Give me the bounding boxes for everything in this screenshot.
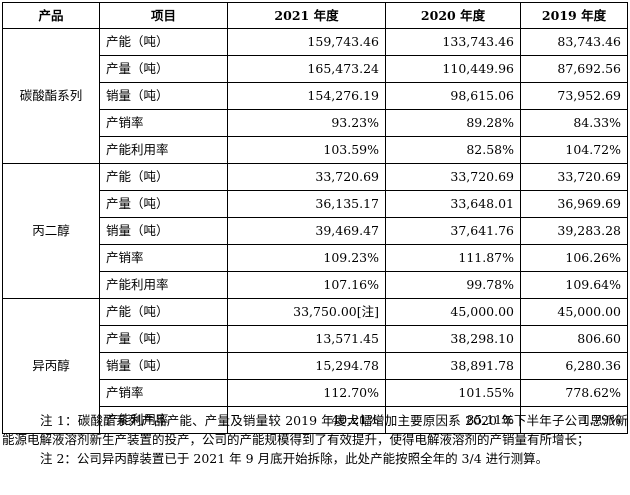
value-2021-cell: 33,750.00[注] — [227, 298, 386, 326]
value-2021-cell: 165,473.24 — [227, 55, 386, 83]
item-cell: 产销率 — [99, 379, 228, 407]
header-2021: 2021 年度 — [227, 2, 386, 29]
value-2020-cell: 37,641.76 — [385, 217, 521, 245]
table-row: 产销率 109.23% 111.87% 106.26% — [3, 244, 628, 272]
value-2019-cell: 104.72% — [520, 136, 628, 164]
item-cell: 销量（吨） — [99, 82, 228, 110]
value-2019-cell: 778.62% — [520, 379, 628, 407]
value-2020-cell: 33,720.69 — [385, 163, 521, 191]
table-row: 产能利用率 107.16% 99.78% 109.64% — [3, 271, 628, 299]
table-row: 丙二醇 产能（吨） 33,720.69 33,720.69 33,720.69 — [2, 163, 628, 299]
item-cell: 产能利用率 — [99, 271, 228, 299]
value-2019-cell: 6,280.36 — [520, 352, 628, 380]
value-2021-cell: 107.16% — [227, 271, 386, 299]
table-row: 异丙醇 产能（吨） 33,750.00[注] 45,000.00 45,000.00 — [2, 298, 628, 434]
item-cell: 产量（吨） — [99, 190, 228, 218]
table-row: 产销率 93.23% 89.28% 84.33% — [3, 109, 628, 137]
value-2020-cell: 110,449.96 — [385, 55, 521, 83]
value-2019-cell: 39,283.28 — [520, 217, 628, 245]
value-2019-cell: 83,743.46 — [520, 28, 628, 56]
value-2021-cell: 40.21% — [227, 406, 386, 434]
footnotes: 注 1：碳酸酯系列产品产能、产量及销量较 2019 年度大幅增加主要原因系 20… — [2, 411, 628, 468]
item-cell: 销量（吨） — [99, 217, 228, 245]
value-2020-cell: 101.55% — [385, 379, 521, 407]
value-2019-cell: 109.64% — [520, 271, 628, 299]
header-2020: 2020 年度 — [385, 2, 521, 29]
item-cell: 产能利用率 — [99, 406, 228, 434]
value-2019-cell: 106.26% — [520, 244, 628, 272]
value-2019-cell: 1.79% — [520, 406, 628, 434]
header-2019: 2019 年度 — [520, 2, 628, 29]
value-2021-cell: 109.23% — [227, 244, 386, 272]
table-row: 碳酸酯系列 产能（吨） 159,743.46 133,743.46 83,743.46 — [2, 28, 628, 164]
value-2019-cell: 84.33% — [520, 109, 628, 137]
capacity-production-sales-table: 产品 项目 2021 年度 2020 年度 2019 年度 碳酸酯系列 产能（吨）… — [2, 2, 628, 434]
value-2021-cell: 93.23% — [227, 109, 386, 137]
item-cell: 销量（吨） — [99, 352, 228, 380]
header-product: 产品 — [2, 2, 100, 29]
header-item: 项目 — [99, 2, 228, 29]
value-2019-cell: 45,000.00 — [520, 298, 628, 326]
value-2019-cell: 806.60 — [520, 325, 628, 353]
table-row: 销量（吨） 15,294.78 38,891.78 6,280.36 — [3, 352, 628, 380]
item-cell: 产能（吨） — [99, 298, 228, 326]
item-cell: 产销率 — [99, 244, 228, 272]
value-2021-cell: 13,571.45 — [227, 325, 386, 353]
value-2021-cell: 112.70% — [227, 379, 386, 407]
value-2020-cell: 98,615.06 — [385, 82, 521, 110]
value-2019-cell: 36,969.69 — [520, 190, 628, 218]
value-2020-cell: 33,648.01 — [385, 190, 521, 218]
value-2020-cell: 89.28% — [385, 109, 521, 137]
table-row: 产量（吨） 165,473.24 110,449.96 87,692.56 — [3, 55, 628, 83]
item-cell: 产销率 — [99, 109, 228, 137]
value-2020-cell: 38,891.78 — [385, 352, 521, 380]
value-2020-cell: 82.58% — [385, 136, 521, 164]
footnote-1: 注 1：碳酸酯系列产品产能、产量及销量较 2019 年度大幅增加主要原因系 20… — [2, 413, 628, 447]
footnote-2: 注 2：公司异丙醇装置已于 2021 年 9 月底开始拆除，此处产能按照全年的 … — [40, 451, 549, 466]
value-2021-cell: 39,469.47 — [227, 217, 386, 245]
item-cell: 产量（吨） — [99, 55, 228, 83]
value-2020-cell: 45,000.00 — [385, 298, 521, 326]
product-group-cell: 碳酸酯系列 — [2, 28, 100, 164]
table-row: 产量（吨） 36,135.17 33,648.01 36,969.69 — [3, 190, 628, 218]
value-2021-cell: 36,135.17 — [227, 190, 386, 218]
product-group-cell: 丙二醇 — [2, 163, 100, 299]
item-cell: 产能（吨） — [99, 163, 228, 191]
value-2019-cell: 87,692.56 — [520, 55, 628, 83]
value-2019-cell: 73,952.69 — [520, 82, 628, 110]
item-cell: 产能（吨） — [99, 28, 228, 56]
value-2019-cell: 33,720.69 — [520, 163, 628, 191]
value-2020-cell: 38,298.10 — [385, 325, 521, 353]
value-2021-cell: 154,276.19 — [227, 82, 386, 110]
value-2020-cell: 99.78% — [385, 271, 521, 299]
value-2020-cell: 133,743.46 — [385, 28, 521, 56]
item-cell: 产量（吨） — [99, 325, 228, 353]
value-2021-cell: 33,720.69 — [227, 163, 386, 191]
value-2021-cell: 159,743.46 — [227, 28, 386, 56]
value-2021-cell: 103.59% — [227, 136, 386, 164]
table-body: 碳酸酯系列 产能（吨） 159,743.46 133,743.46 83,743.46 产… — [2, 28, 628, 434]
value-2020-cell: 85.11% — [385, 406, 521, 434]
item-cell: 产能利用率 — [99, 136, 228, 164]
table-row: 产能利用率 40.21% 85.11% 1.79% — [3, 406, 628, 434]
table-row: 销量（吨） 154,276.19 98,615.06 73,952.69 — [3, 82, 628, 110]
table-row: 销量（吨） 39,469.47 37,641.76 39,283.28 — [3, 217, 628, 245]
value-2020-cell: 111.87% — [385, 244, 521, 272]
table-header-row: 产品 项目 2021 年度 2020 年度 2019 年度 — [2, 2, 628, 29]
table-row: 产销率 112.70% 101.55% 778.62% — [3, 379, 628, 407]
table-row: 产能利用率 103.59% 82.58% 104.72% — [3, 136, 628, 164]
product-group-cell: 异丙醇 — [2, 298, 100, 434]
value-2021-cell: 15,294.78 — [227, 352, 386, 380]
